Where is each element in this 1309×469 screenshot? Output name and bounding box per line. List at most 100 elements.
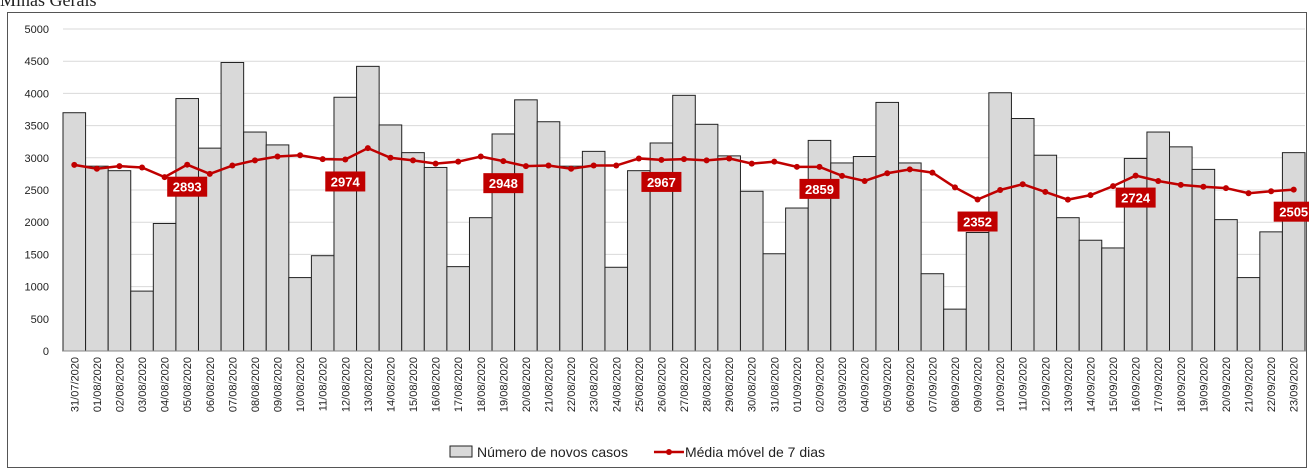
bar: [627, 170, 651, 352]
line-marker: [1222, 185, 1229, 192]
bar: [1078, 239, 1103, 352]
line-marker: [590, 162, 597, 169]
data-label: 2967: [647, 175, 676, 190]
x-tick-label: 31/07/2020: [69, 357, 81, 412]
line-marker: [1177, 181, 1184, 188]
x-tick-label: 10/09/2020: [995, 357, 1007, 412]
line-marker: [522, 163, 529, 170]
line-marker: [545, 162, 552, 169]
bar: [1259, 231, 1283, 352]
x-tick-label: 19/08/2020: [498, 357, 510, 412]
y-tick-label: 500: [31, 314, 49, 326]
line-marker: [997, 187, 1004, 193]
bar: [1169, 146, 1193, 352]
x-tick-label: 13/08/2020: [363, 357, 375, 412]
bar: [581, 150, 606, 352]
x-tick-label: 19/09/2020: [1198, 357, 1210, 412]
bar: [762, 253, 787, 352]
line-marker: [206, 170, 213, 177]
data-label: 2893: [173, 180, 202, 195]
data-label-box: [1115, 187, 1156, 208]
data-label: 2974: [331, 174, 361, 189]
bar: [1236, 277, 1261, 352]
bar: [491, 133, 516, 352]
line-marker: [274, 153, 281, 160]
x-tick-label: 01/09/2020: [792, 357, 804, 412]
bar: [604, 266, 629, 352]
x-tick-label: 29/08/2020: [724, 357, 736, 412]
line-marker: [1087, 192, 1094, 199]
bar: [265, 144, 290, 352]
bar: [468, 217, 493, 352]
line-marker: [319, 156, 326, 163]
line-marker: [1155, 177, 1162, 184]
line-marker: [116, 163, 123, 170]
line-marker: [1290, 186, 1297, 193]
line-marker: [613, 162, 620, 169]
bar: [1101, 247, 1125, 352]
x-tick-label: 03/09/2020: [837, 357, 849, 412]
bar: [807, 139, 832, 352]
x-tick-label: 03/08/2020: [137, 357, 149, 412]
y-tick-label: 3500: [25, 121, 49, 133]
bar: [446, 266, 470, 352]
x-tick-label: 12/09/2020: [1040, 357, 1052, 412]
bar: [898, 162, 922, 352]
line-marker: [726, 155, 733, 162]
line-marker: [1268, 188, 1275, 195]
x-tick-label: 27/08/2020: [679, 357, 691, 412]
bar: [62, 112, 87, 352]
y-tick-label: 4000: [25, 88, 49, 100]
bar: [943, 308, 967, 352]
bar: [85, 165, 109, 352]
x-tick-label: 05/09/2020: [882, 357, 894, 412]
chart-frame: [7, 12, 1307, 468]
bar: [1056, 217, 1080, 352]
line-marker: [703, 157, 710, 164]
x-tick-label: 08/08/2020: [250, 357, 262, 412]
bar: [152, 222, 177, 352]
bar: [559, 165, 583, 352]
y-tick-label: 2500: [25, 185, 49, 197]
x-tick-label: 23/09/2020: [1289, 357, 1301, 412]
bar: [875, 101, 900, 352]
line-marker: [1132, 172, 1139, 179]
x-tick-label: 20/08/2020: [521, 357, 533, 412]
x-tick-label: 17/08/2020: [453, 357, 465, 412]
line-marker: [951, 184, 958, 191]
x-tick-label: 07/09/2020: [927, 357, 939, 412]
x-tick-label: 23/08/2020: [589, 357, 601, 412]
legend-swatch: [665, 449, 672, 455]
line-marker: [793, 163, 800, 170]
x-tick-label: 11/08/2020: [318, 357, 330, 411]
line-marker: [93, 165, 100, 172]
line-marker: [658, 156, 665, 163]
bar: [243, 131, 267, 352]
line-marker: [839, 172, 846, 179]
legend-label: Número de novos casos: [477, 444, 628, 460]
y-tick-label: 2000: [25, 217, 49, 229]
y-tick-label: 4500: [25, 56, 49, 68]
data-label-box: [641, 171, 682, 192]
x-tick-label: 02/08/2020: [114, 357, 126, 412]
data-label-box: [325, 171, 366, 192]
y-tick-label: 3000: [25, 153, 49, 165]
line-marker: [816, 163, 823, 170]
data-label: 2859: [805, 182, 834, 197]
bar: [965, 232, 990, 352]
x-tick-label: 06/09/2020: [905, 357, 917, 412]
x-tick-label: 11/09/2020: [1018, 357, 1030, 411]
line-marker: [906, 166, 913, 173]
x-tick-label: 09/08/2020: [273, 357, 285, 412]
line-marker: [974, 196, 981, 203]
bar: [220, 61, 245, 352]
x-tick-label: 02/09/2020: [814, 357, 826, 412]
bar: [333, 96, 358, 352]
line-marker: [771, 158, 778, 165]
bar: [672, 94, 696, 352]
legend-label: Média móvel de 7 dias: [685, 444, 825, 460]
data-label-box: [957, 211, 998, 232]
line-marker: [387, 154, 394, 161]
x-tick-label: 28/08/2020: [702, 357, 714, 412]
